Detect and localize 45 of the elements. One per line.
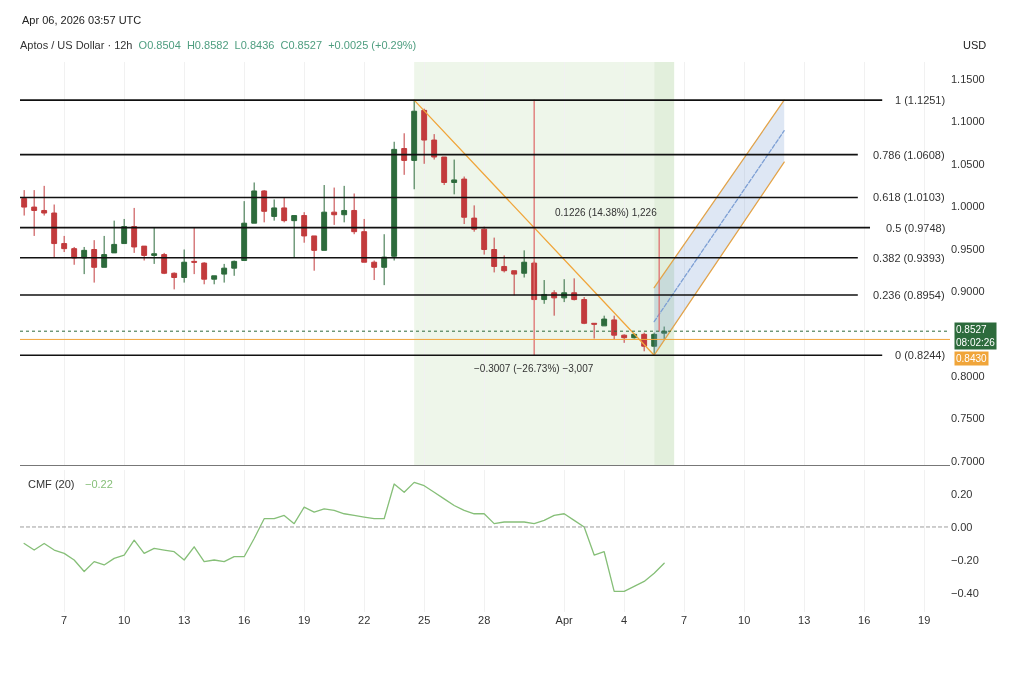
x-tick-label: 16 (858, 614, 871, 626)
text: CMF (20) (28, 477, 75, 490)
x-tick-label: 13 (178, 614, 191, 626)
ref-line-label: 0.8527 08:02:26 (956, 324, 996, 348)
annotation: 0.1226 (14.38%) 1,226 (555, 207, 658, 218)
ref-line-label: 0.5 (0.9748) (886, 222, 946, 234)
ref-line-label: 0 (0.8244) (895, 349, 946, 361)
y-tick-label: 0.00 (951, 520, 973, 533)
y-tick-label: 0.8000 (951, 369, 985, 382)
x-tick-label: 4 (621, 614, 628, 626)
x-tick-label: 22 (358, 614, 371, 626)
x-tick-label: 16 (238, 614, 251, 626)
y-tick-label: 0.7500 (951, 412, 985, 425)
y-tick-label: 0.20 (951, 487, 973, 500)
y-tick-label: 0.7000 (951, 454, 985, 467)
ref-line-label: 0.8430 (956, 353, 988, 364)
y-tick-label: 0.9500 (951, 242, 985, 255)
ref-line-label: 0.236 (0.8954) (873, 289, 945, 301)
y-tick-label: 1.1000 (951, 115, 985, 128)
x-tick-label: 28 (478, 614, 491, 626)
annotation: −0.22 (85, 478, 113, 490)
chart-title: Aptos / US Dollar · 12h (20, 38, 133, 51)
ref-line-label: 1 (1.1251) (895, 94, 946, 106)
y-axis-title: USD (963, 39, 987, 51)
x-tick-label: 7 (61, 614, 68, 626)
annotation: −0.3007 (−26.73%) −3,007 (474, 363, 594, 374)
x-tick-label: 10 (738, 614, 751, 626)
x-tick-label: 10 (118, 614, 131, 626)
y-tick-label: 0.9000 (951, 284, 985, 297)
chart-subtitle: O0.8504 H0.8582 L0.8436 C0.8527 +0.0025 (+0.29%) (138, 38, 417, 51)
text: Apr 06, 2026 03:57 UTC (22, 14, 142, 26)
x-tick-label: 7 (681, 614, 688, 626)
y-tick-label: 1.1500 (951, 72, 985, 85)
x-tick-label: 19 (298, 614, 311, 626)
ref-line-label: 0.382 (0.9393) (873, 252, 945, 264)
x-tick-label: 13 (798, 614, 811, 626)
y-tick-label: 1.0500 (951, 157, 985, 170)
x-tick-label: 25 (418, 614, 431, 626)
y-tick-label: 1.0000 (951, 200, 985, 213)
x-tick-label: Apr (555, 614, 574, 626)
x-tick-label: 19 (918, 614, 931, 626)
y-tick-label: −0.40 (951, 586, 979, 599)
y-tick-label: −0.20 (951, 553, 979, 566)
ref-line-label: 0.786 (1.0608) (873, 149, 945, 161)
ref-line-label: 0.618 (1.0103) (873, 191, 945, 203)
